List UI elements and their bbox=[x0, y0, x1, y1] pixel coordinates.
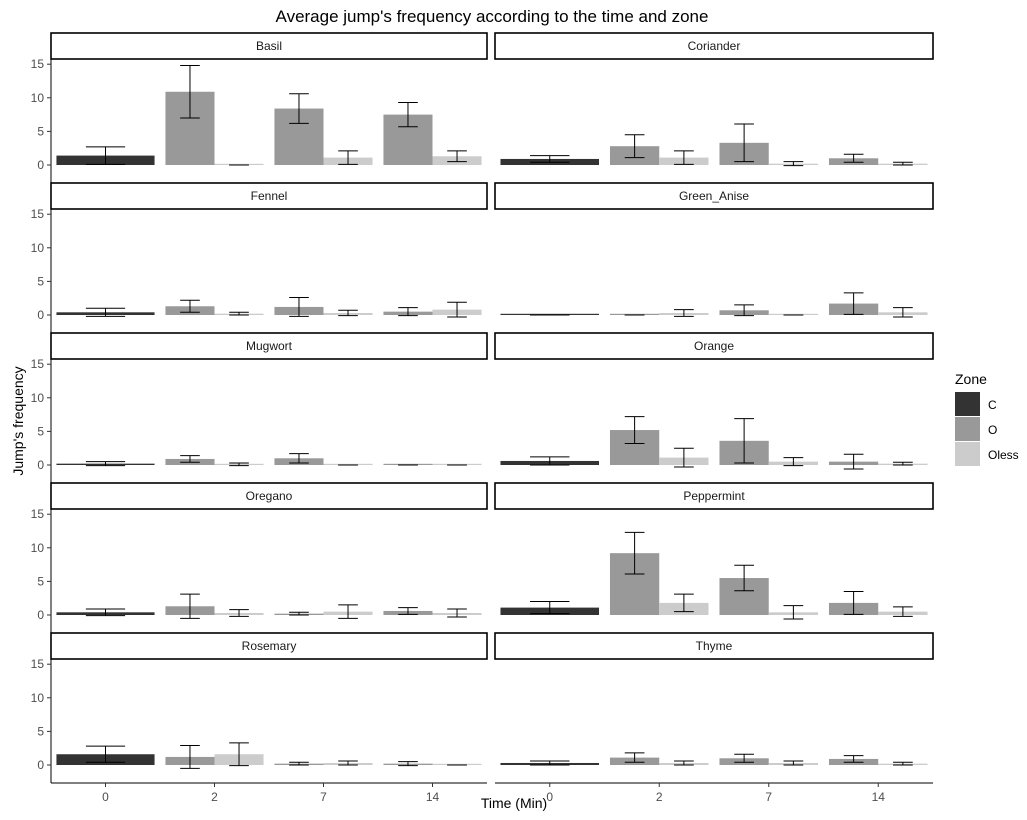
legend-key-oless bbox=[955, 442, 980, 466]
legend-label-o: O bbox=[988, 423, 997, 437]
strip-box bbox=[50, 332, 488, 360]
bar-oless bbox=[768, 313, 819, 315]
chart-title: Average jump's frequency according to th… bbox=[276, 7, 709, 26]
strip-label: Oregano bbox=[246, 489, 293, 503]
legend-label-c: C bbox=[988, 398, 997, 412]
legend-key-o bbox=[955, 417, 980, 441]
y-tick-label: 5 bbox=[37, 124, 44, 138]
bar-oless bbox=[432, 763, 482, 765]
bar-o bbox=[383, 463, 433, 465]
strip-box bbox=[50, 32, 488, 60]
strip-box bbox=[494, 482, 934, 510]
y-tick-label: 5 bbox=[37, 574, 44, 588]
x-axis-title: Time (Min) bbox=[481, 795, 547, 811]
strip-box bbox=[50, 482, 488, 510]
y-tick-label: 0 bbox=[37, 458, 44, 472]
legend-key-c bbox=[955, 392, 980, 416]
strip-label: Coriander bbox=[688, 39, 741, 53]
x-tick-label: 0 bbox=[102, 790, 109, 804]
legend: Zone CO Oless bbox=[955, 371, 1019, 466]
panel-oregano: Oregano 0 5 10 15 bbox=[31, 482, 488, 633]
bar-oless bbox=[214, 163, 264, 165]
legend-title: Zone bbox=[955, 371, 987, 387]
strip-label: Orange bbox=[694, 339, 734, 353]
panel-orange: Orange bbox=[494, 332, 934, 470]
y-tick-label: 5 bbox=[37, 424, 44, 438]
y-tick-label: 0 bbox=[37, 308, 44, 322]
panel-rosemary: Rosemary 0 5 10 15 0 2 7 14 bbox=[31, 632, 488, 804]
x-tick-label: 0 bbox=[546, 790, 553, 804]
strip-box bbox=[494, 632, 934, 660]
y-tick-label: 10 bbox=[31, 391, 45, 405]
panel-thyme: Thyme 0 2 7 14 bbox=[494, 632, 934, 804]
y-tick-label: 5 bbox=[37, 274, 44, 288]
bar-o bbox=[609, 313, 660, 315]
panel-mugwort: Mugwort 0 5 10 15 bbox=[31, 332, 488, 483]
x-tick-label: 7 bbox=[765, 790, 772, 804]
y-tick-label: 5 bbox=[37, 724, 44, 738]
strip-label: Thyme bbox=[696, 639, 733, 653]
y-tick-label: 15 bbox=[31, 507, 45, 521]
strip-label: Mugwort bbox=[246, 339, 293, 353]
y-tick-label: 15 bbox=[31, 357, 45, 371]
strip-box bbox=[50, 182, 488, 210]
strip-label: Green_Anise bbox=[679, 189, 749, 203]
strip-label: Basil bbox=[256, 39, 282, 53]
bar-oless bbox=[323, 463, 373, 465]
y-tick-label: 15 bbox=[31, 657, 45, 671]
strip-box bbox=[494, 32, 934, 60]
panel-coriander: Coriander bbox=[494, 32, 934, 167]
bar-c bbox=[500, 313, 600, 315]
y-tick-label: 15 bbox=[31, 207, 45, 221]
y-tick-label: 10 bbox=[31, 541, 45, 555]
y-axis-title: Jump's frequency bbox=[10, 366, 26, 475]
y-tick-label: 10 bbox=[31, 241, 45, 255]
y-tick-label: 10 bbox=[31, 691, 45, 705]
strip-box bbox=[494, 332, 934, 360]
strip-box bbox=[494, 182, 934, 210]
y-tick-label: 0 bbox=[37, 158, 44, 172]
strip-box bbox=[50, 632, 488, 660]
legend-label-oless: Oless bbox=[988, 448, 1019, 462]
y-tick-label: 10 bbox=[31, 91, 45, 105]
panel-peppermint: Peppermint bbox=[494, 482, 934, 620]
x-tick-label: 14 bbox=[426, 790, 440, 804]
bar-oless bbox=[432, 463, 482, 465]
strip-label: Peppermint bbox=[683, 489, 745, 503]
panel-basil: Basil 0 5 10 15 bbox=[31, 32, 488, 183]
y-tick-label: 15 bbox=[31, 57, 45, 71]
strip-label: Rosemary bbox=[242, 639, 297, 653]
strip-label: Fennel bbox=[251, 189, 288, 203]
panel-fennel: Fennel 0 5 10 15 bbox=[31, 182, 488, 333]
panels-group: Basil 0 5 10 15 Coriander Fennel 0 5 10 15 Green_An… bbox=[31, 32, 934, 804]
panel-green_anise: Green_Anise bbox=[494, 182, 934, 318]
x-tick-label: 2 bbox=[211, 790, 218, 804]
x-tick-label: 14 bbox=[872, 790, 886, 804]
x-tick-label: 2 bbox=[656, 790, 663, 804]
x-tick-label: 7 bbox=[320, 790, 327, 804]
y-tick-label: 0 bbox=[37, 758, 44, 772]
y-tick-label: 0 bbox=[37, 608, 44, 622]
